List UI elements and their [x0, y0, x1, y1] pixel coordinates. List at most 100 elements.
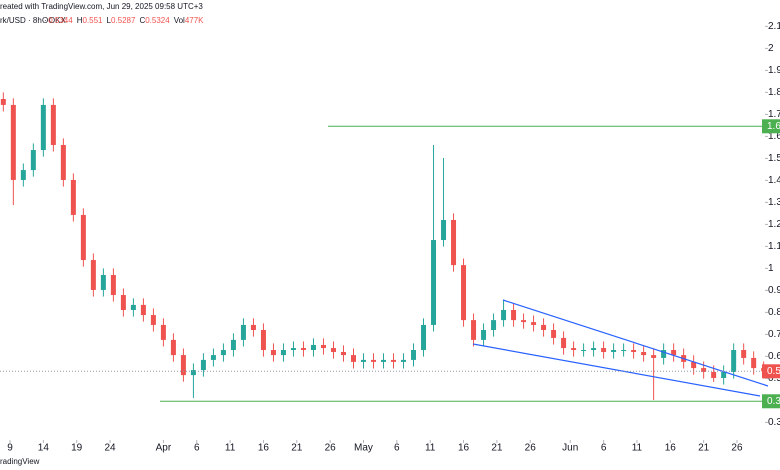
candle-body — [0, 99, 6, 105]
candle-body — [551, 330, 557, 338]
candle-body — [451, 220, 457, 266]
candle-body — [60, 144, 66, 180]
symbol: rk/USD · 8h · OKX — [0, 16, 66, 25]
candle-body — [230, 339, 236, 351]
readout-value: 0.551 — [82, 16, 103, 25]
plot — [0, 92, 767, 400]
candle-body — [350, 355, 356, 362]
y-tick-label: 0.3 — [768, 417, 780, 428]
candle-body — [360, 359, 366, 362]
candle-body — [541, 324, 547, 330]
y-tick-label: 0.8 — [768, 307, 780, 318]
candle-body — [50, 104, 56, 145]
candle-body — [531, 322, 537, 325]
candle-body — [561, 337, 567, 349]
candle-body — [521, 320, 527, 323]
candle-body — [441, 220, 447, 241]
candle-body — [260, 330, 266, 351]
candle-body — [701, 368, 707, 373]
candle-body — [160, 324, 166, 340]
candle-body — [731, 350, 737, 373]
candle-body — [170, 339, 176, 356]
watermark: radingView — [0, 457, 40, 466]
x-tick-label: 16 — [458, 443, 470, 454]
candle-body — [671, 350, 677, 356]
y-tick-label: 1.6 — [768, 131, 780, 142]
candle-body — [100, 275, 106, 290]
y-tick-label: 1.9 — [768, 65, 780, 76]
readout-label: C — [139, 16, 145, 25]
x-tick-label: 16 — [665, 443, 677, 454]
candle-body — [511, 309, 517, 321]
candle-body — [70, 179, 76, 215]
candle-body — [110, 275, 116, 296]
x-tick-label: Jun — [562, 443, 578, 454]
x-tick-label: 21 — [291, 443, 303, 454]
level-label-box — [762, 119, 780, 134]
x-tick-label: 21 — [698, 443, 710, 454]
x-tick-label: 16 — [258, 443, 270, 454]
x-tick-label: 14 — [38, 443, 50, 454]
candle-body — [491, 320, 497, 330]
candle-body — [611, 350, 617, 352]
candle-body — [481, 330, 487, 340]
candle-body — [581, 350, 587, 352]
candle-body — [411, 350, 417, 360]
candle-body — [461, 265, 467, 321]
x-tick-label: Apr — [156, 443, 172, 454]
candle-body — [190, 370, 196, 376]
candle-body — [300, 348, 306, 351]
x-tick-label: 11 — [225, 443, 236, 454]
candle-body — [270, 350, 276, 356]
y-tick-label: 1.8 — [768, 87, 780, 98]
candle-body — [651, 355, 657, 358]
candle-body — [571, 348, 577, 351]
candle-body — [501, 309, 507, 321]
readout-label: Vol — [174, 16, 185, 25]
candle-body — [10, 104, 16, 180]
candle-body — [421, 324, 427, 351]
candle-body — [370, 359, 376, 362]
candle-body — [220, 350, 226, 356]
candle-body — [471, 320, 477, 340]
ohlc-readout: O0.5344 H0.551 L0.5287 C0.5324 Vol477K — [42, 16, 204, 25]
candle-body — [431, 240, 437, 325]
candle-body — [330, 348, 336, 352]
candle-body — [621, 350, 627, 352]
candle-body — [280, 350, 286, 356]
y-tick-label: 1.7 — [768, 109, 780, 120]
last-price-box — [762, 364, 780, 379]
x-tick-label: 26 — [325, 443, 337, 454]
y-tick-label: 1.5 — [768, 153, 780, 164]
candle-body — [210, 355, 216, 360]
candle-body — [661, 350, 667, 358]
x-tick-label: 6 — [194, 443, 200, 454]
candle-body — [711, 372, 717, 378]
x-tick-label: 26 — [525, 443, 537, 454]
candle-body — [751, 357, 757, 369]
candle-body — [90, 260, 96, 290]
candle-body — [741, 350, 747, 358]
x-tick-label: 11 — [632, 443, 643, 454]
y-tick-label: 1.4 — [768, 175, 780, 186]
level-label: 0.396 — [767, 396, 780, 407]
candle-body — [20, 170, 26, 180]
x-tick-label: 6 — [394, 443, 400, 454]
readout-value: 477K — [185, 16, 204, 25]
candle-body — [30, 150, 36, 171]
level-label-box — [762, 394, 780, 409]
trend-line — [472, 343, 761, 397]
x-tick-label: May — [354, 443, 373, 454]
candle-body — [691, 361, 697, 369]
candle-body — [200, 359, 206, 371]
candle-body — [631, 350, 637, 352]
x-tick-label: 21 — [491, 443, 503, 454]
candle-body — [401, 359, 407, 362]
candle-body — [120, 295, 126, 310]
candle-body — [180, 355, 186, 376]
credit: reated with TradingView.com, Jun 29, 202… — [0, 2, 203, 11]
candle-body — [150, 315, 156, 325]
candle-body — [591, 348, 597, 351]
y-tick-label: 1 — [768, 263, 774, 274]
